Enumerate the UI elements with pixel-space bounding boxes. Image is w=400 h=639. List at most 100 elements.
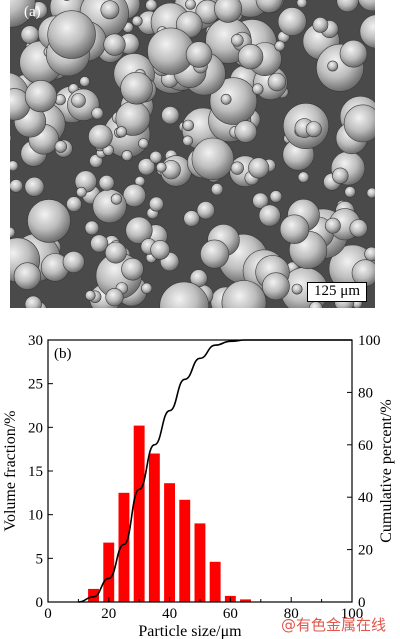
powder-particle — [185, 41, 213, 68]
y-right-axis-label: Cumulative percent/% — [378, 399, 395, 543]
y-left-axis-label: Volume fraction/% — [2, 410, 19, 531]
powder-particle — [324, 217, 341, 234]
x-tick-label: 60 — [223, 606, 238, 622]
histogram-bar — [133, 425, 145, 602]
powder-particle — [261, 272, 290, 301]
powder-particle — [145, 0, 158, 12]
powder-particle — [200, 239, 230, 269]
powder-particle — [332, 167, 349, 185]
powder-particle — [27, 199, 71, 243]
powder-particle — [10, 179, 23, 193]
powder-particle — [221, 280, 267, 308]
x-tick-label: 20 — [101, 606, 116, 622]
histogram-bar — [103, 542, 115, 602]
powder-particle — [297, 171, 310, 183]
powder-particle — [125, 216, 153, 244]
powder-particle — [258, 204, 281, 227]
powder-particle — [110, 193, 122, 205]
powder-particle — [47, 10, 96, 59]
powder-particle — [344, 186, 356, 198]
powder-particle — [88, 124, 113, 149]
powder-particle — [182, 135, 193, 147]
powder-particle — [10, 226, 16, 238]
powder-particle — [121, 257, 144, 281]
powder-particle — [150, 240, 170, 260]
y-right-tick-label: 60 — [358, 438, 373, 454]
powder-particle — [214, 0, 243, 23]
powder-particle — [116, 126, 128, 138]
y-left-tick-label: 5 — [36, 551, 44, 567]
histogram-bar — [240, 599, 251, 602]
sem-particles — [10, 0, 375, 308]
powder-particle — [10, 160, 19, 172]
x-tick-label: 80 — [284, 606, 299, 622]
powder-particle — [339, 39, 368, 68]
y-right-tick-label: 0 — [358, 595, 366, 611]
powder-particle — [248, 157, 270, 179]
powder-particle — [366, 187, 375, 199]
watermark: @有色金属在线 — [280, 616, 386, 634]
powder-particle — [159, 281, 209, 308]
y-right-tick-label: 80 — [358, 385, 373, 401]
powder-particle — [84, 220, 100, 236]
powder-particle — [63, 0, 70, 1]
powder-particle — [291, 283, 303, 295]
x-axis-label: Particle size/μm — [138, 623, 242, 639]
powder-particle — [305, 121, 322, 138]
histogram-bar — [148, 453, 160, 602]
y-left-tick-label: 0 — [36, 595, 44, 611]
powder-particle — [183, 210, 200, 227]
powder-particle — [24, 79, 57, 113]
sem-micrograph: (a) 125 μm — [10, 0, 375, 308]
powder-particle — [131, 15, 143, 27]
powder-particle — [196, 201, 215, 220]
powder-particle — [269, 190, 283, 203]
panel-label-a: (a) — [24, 4, 41, 20]
powder-particle — [220, 93, 232, 105]
powder-particle — [122, 183, 146, 208]
powder-particle — [148, 196, 164, 212]
powder-particle — [185, 0, 196, 10]
powder-particle — [105, 288, 124, 307]
powder-particle — [20, 25, 40, 45]
powder-particle — [10, 133, 12, 143]
powder-particle — [161, 106, 180, 125]
powder-particle — [13, 262, 42, 290]
powder-particle — [231, 33, 244, 47]
y-right-tick-label: 20 — [358, 543, 373, 559]
powder-particle — [277, 7, 307, 37]
powder-particle — [24, 295, 42, 308]
powder-particle — [71, 93, 86, 108]
powder-particle — [252, 192, 269, 209]
x-tick-label: 100 — [341, 606, 364, 622]
powder-particle — [62, 251, 85, 274]
powder-particle — [10, 0, 36, 28]
powder-particle — [191, 137, 235, 181]
powder-particle — [255, 0, 283, 14]
scale-bar: 125 μm — [307, 282, 367, 302]
powder-particle — [137, 158, 155, 176]
powder-particle — [274, 40, 286, 52]
powder-particle — [90, 234, 109, 253]
powder-particle — [100, 0, 120, 20]
powder-particle — [267, 72, 287, 92]
powder-particle — [85, 290, 96, 301]
powder-particle — [79, 76, 90, 87]
powder-particle — [349, 219, 368, 238]
histogram-bar — [194, 523, 206, 602]
y-right-tick-label: 100 — [358, 333, 381, 349]
powder-particle — [138, 138, 149, 149]
powder-particle — [296, 0, 308, 9]
powder-particle — [24, 176, 45, 197]
y-left-tick-label: 15 — [28, 464, 43, 480]
histogram-bar — [209, 561, 221, 602]
histogram-bar — [88, 588, 99, 602]
powder-particle — [54, 140, 67, 153]
powder-particle — [237, 44, 264, 70]
powder-particle — [211, 183, 224, 196]
particle-size-chart: 0 20 40 60 80 100 0 5 10 15 20 25 30 0 20 40 60 80 100 (b) P… — [0, 318, 400, 639]
panel-label-b: (b) — [54, 346, 72, 362]
powder-particle — [121, 150, 133, 162]
y-right-tick-label: 40 — [358, 490, 373, 506]
powder-particle — [234, 120, 257, 143]
